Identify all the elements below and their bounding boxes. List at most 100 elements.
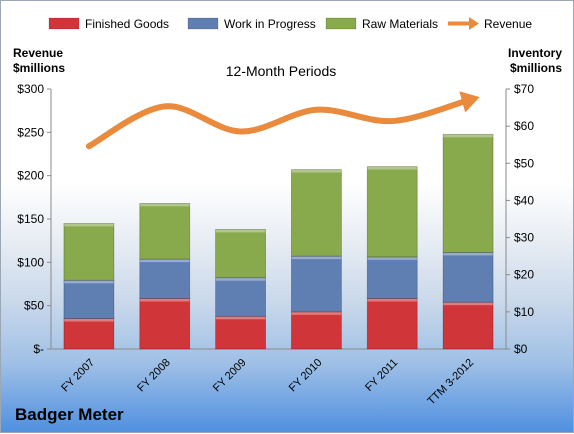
bar-series-group [63, 133, 494, 350]
bar-segment [367, 256, 418, 299]
legend-swatch [48, 17, 80, 30]
legend-label: Finished Goods [85, 17, 169, 31]
legend-item-work-in-progress: Work in Progress [187, 17, 316, 31]
legend-label: Work in Progress [224, 17, 316, 31]
bar-work-in-progress [215, 277, 266, 317]
bar-finished-goods [63, 318, 115, 350]
bar-raw-materials [139, 202, 191, 260]
legend-swatch [325, 17, 357, 30]
bar-segment [291, 169, 342, 257]
legend-item-raw-materials: Raw Materials [325, 17, 438, 31]
bar-segment [291, 256, 342, 312]
legend: Finished Goods Work in Progress Raw Materi… [48, 17, 532, 31]
bar-work-in-progress [366, 256, 418, 299]
bar-segment [139, 298, 190, 349]
y-right-axis-title-line1: Inventory [508, 46, 562, 60]
y-right-tick-label: $0 [514, 342, 528, 356]
legend-item-finished-goods: Finished Goods [48, 17, 169, 31]
revenue-arrowhead-icon [459, 91, 480, 113]
bar-segment-highlight [63, 223, 114, 227]
bar-segment-outline [442, 133, 494, 253]
bar-raw-materials [442, 133, 494, 253]
bar-segment-highlight [291, 169, 342, 173]
company-name: Badger Meter [15, 405, 124, 424]
bar-segment [139, 259, 190, 299]
y-right-tick-label: $70 [514, 82, 534, 96]
y-right-tick-label: $50 [514, 156, 534, 170]
legend-label: Raw Materials [362, 17, 438, 31]
bar-segment [63, 280, 114, 319]
bar-segment-highlight [367, 256, 418, 260]
bar-segment [215, 277, 266, 317]
bar-segment [443, 302, 494, 349]
bar-segment [443, 252, 494, 303]
bar-segment [215, 229, 266, 278]
bar-segment-highlight [443, 134, 494, 138]
bar-segment-highlight [215, 277, 266, 281]
bar-segment [291, 311, 342, 349]
revenue-line [85, 97, 472, 150]
y-right-tick-label: $30 [514, 231, 534, 245]
legend-arrow-icon [469, 17, 479, 30]
y-right-axis-title-line2: $millions [510, 61, 562, 75]
y-right-tick-label: $20 [514, 268, 534, 282]
bar-segment-highlight [139, 203, 190, 207]
bar-segment-highlight [63, 318, 114, 322]
bar-segment-highlight [443, 252, 494, 256]
bar-finished-goods [366, 298, 418, 350]
bar-segment-outline [215, 315, 266, 350]
bar-raw-materials [291, 169, 342, 257]
y-left-tick-label: $300 [17, 82, 44, 96]
bar-segment-highlight [367, 298, 418, 302]
bar-segment [443, 134, 494, 253]
x-tick-label: FY 2008 [135, 357, 173, 395]
y-right-tick-label: $10 [514, 305, 534, 319]
bar-finished-goods [139, 298, 191, 350]
y-right-tick-label: $60 [514, 119, 534, 133]
y-left-tick-label: $50 [24, 299, 44, 313]
bar-raw-materials [366, 166, 418, 258]
y-left-tick-label: $100 [17, 255, 44, 269]
bar-segment-highlight [215, 229, 266, 233]
bar-segment-highlight [291, 256, 342, 260]
bar-segment [215, 316, 266, 349]
bar-segment-outline [63, 223, 115, 281]
bar-finished-goods [442, 301, 494, 350]
revenue-line-group [85, 91, 480, 150]
bar-segment-highlight [291, 311, 342, 315]
bar-segment-highlight [139, 259, 190, 263]
bar-raw-materials [63, 223, 115, 281]
bar-segment-outline [366, 166, 418, 258]
bar-raw-materials [215, 228, 266, 279]
bar-segment-outline [139, 202, 191, 260]
x-tick-label: FY 2011 [363, 357, 400, 394]
bar-segment-outline [215, 228, 266, 279]
bar-segment [63, 223, 114, 281]
y-left-axis-title-line1: Revenue [13, 46, 63, 60]
y-left-tick-label: $150 [17, 212, 44, 226]
x-tick-labels: FY 2007 FY 2008 FY 2009 FY 2010 FY 2011 TTM 3… [59, 357, 476, 408]
bar-finished-goods [291, 311, 342, 350]
bar-segment-highlight [443, 302, 494, 306]
y-left-tick-label: $250 [17, 125, 44, 139]
x-tick-label: FY 2009 [211, 357, 249, 395]
bar-finished-goods [215, 315, 266, 350]
bar-segment-outline [291, 169, 342, 257]
y-left-axis-title-line2: $millions [13, 61, 65, 75]
bar-work-in-progress [442, 252, 494, 303]
legend-item-revenue: Revenue [448, 17, 532, 31]
bar-segment [367, 298, 418, 349]
x-tick-label: FY 2007 [59, 357, 97, 395]
bar-work-in-progress [291, 255, 342, 313]
chart-title: 12-Month Periods [226, 63, 337, 79]
bar-segment [63, 318, 114, 349]
bar-work-in-progress [63, 279, 115, 319]
bar-work-in-progress [139, 258, 191, 299]
legend-label: Revenue [484, 17, 532, 31]
y-left-tick-label: $- [33, 342, 44, 356]
bar-segment-highlight [215, 316, 266, 320]
bar-segment-highlight [63, 280, 114, 284]
x-tick-label: TTM 3-2012 [425, 357, 476, 408]
